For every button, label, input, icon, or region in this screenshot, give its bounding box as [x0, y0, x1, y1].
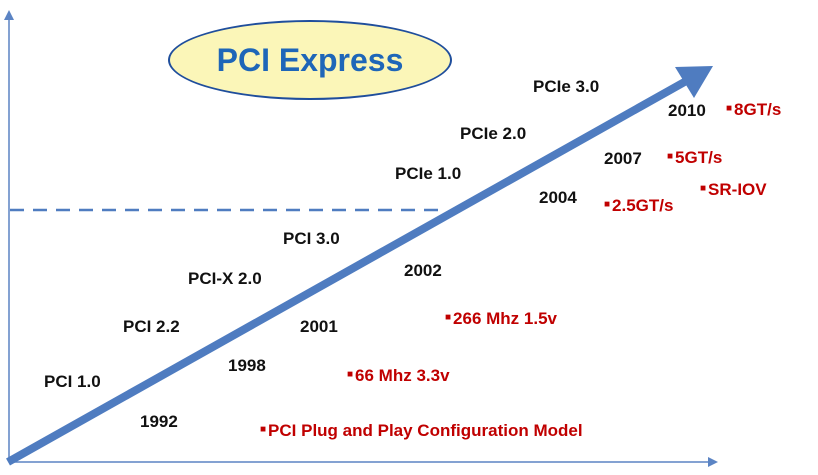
- feature-item: ■ 2.5GT/s: [604, 197, 673, 214]
- year-label: 1998: [228, 356, 266, 375]
- bullet-icon: ■: [445, 312, 452, 323]
- year-label: 2010: [668, 101, 706, 120]
- year-label: 1992: [140, 412, 178, 431]
- feature-item: ■ SR-IOV: [700, 181, 767, 198]
- feature-text: 8GT/s: [734, 100, 782, 119]
- version-label: PCI-X 2.0: [188, 269, 262, 288]
- bullet-icon: ■: [700, 183, 707, 194]
- version-label: PCI 3.0: [283, 229, 340, 248]
- year-label: 2001: [300, 317, 338, 336]
- feature-text: 5GT/s: [675, 148, 723, 167]
- bullet-icon: ■: [347, 369, 354, 380]
- feature-item: ■ 8GT/s: [726, 101, 781, 118]
- version-label: PCI 2.2: [123, 317, 180, 336]
- bullet-icon: ■: [726, 103, 733, 114]
- diagram-title: PCI Express: [216, 41, 404, 78]
- feature-item: ■ 266 Mhz 1.5v: [445, 310, 557, 327]
- growth-arrowhead: [675, 66, 713, 98]
- year-label: 2007: [604, 149, 642, 168]
- feature-item: ■ 5GT/s: [667, 149, 722, 166]
- y-axis-arrowhead: [4, 10, 14, 20]
- feature-text: 2.5GT/s: [612, 196, 674, 215]
- year-label: 2002: [404, 261, 442, 280]
- title-oval: PCI Express: [168, 20, 452, 100]
- version-label: PCIe 3.0: [533, 77, 600, 96]
- feature-item: ■ 66 Mhz 3.3v: [347, 367, 450, 384]
- version-label: PCIe 2.0: [460, 124, 527, 143]
- feature-text: SR-IOV: [708, 180, 767, 199]
- version-label: PCIe 1.0: [395, 164, 462, 183]
- feature-text: 66 Mhz 3.3v: [355, 366, 450, 385]
- feature-item: ■ PCI Plug and Play Configuration Model: [260, 422, 583, 439]
- version-label: PCI 1.0: [44, 372, 101, 391]
- year-label: 2004: [539, 188, 577, 207]
- bullet-icon: ■: [260, 424, 267, 435]
- growth-arrow: [6, 76, 690, 466]
- x-axis-arrowhead: [708, 457, 718, 467]
- bullet-icon: ■: [604, 199, 611, 210]
- bullet-icon: ■: [667, 151, 674, 162]
- feature-text: 266 Mhz 1.5v: [453, 309, 557, 328]
- feature-text: PCI Plug and Play Configuration Model: [268, 421, 583, 440]
